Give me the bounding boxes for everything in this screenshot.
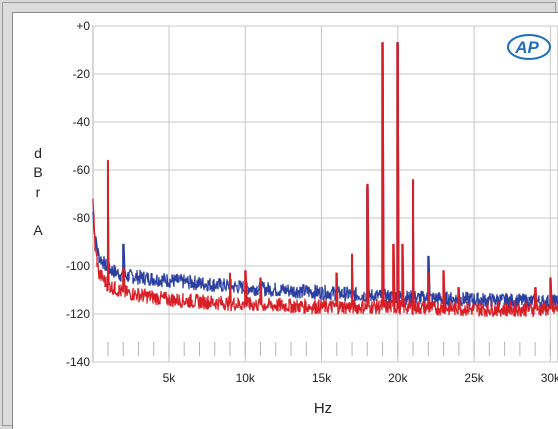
traces [92, 42, 558, 318]
x-axis-label: Hz [314, 400, 332, 417]
y-tick-label: -60 [73, 163, 91, 177]
svg-text:AP: AP [514, 38, 539, 57]
x-tick-label: 25k [464, 371, 484, 385]
y-tick-label: -80 [73, 211, 91, 225]
x-tick-label: 20k [388, 371, 408, 385]
y-tick-label: -140 [66, 355, 90, 369]
series-trace [92, 42, 558, 318]
y-tick-label: -100 [66, 259, 90, 273]
x-tick-label: 10k [236, 371, 256, 385]
y-tick-labels: +0 -20 -40 -60 -80 -100 -120 -140 [66, 19, 90, 369]
y-axis-label-char: r [36, 184, 41, 200]
y-tick-label: -20 [73, 67, 91, 81]
x-tick-label: 30k [541, 371, 558, 385]
ap-logo: AP [507, 34, 551, 60]
x-tick-label: 5k [163, 371, 177, 385]
x-tick-labels: 5k 10k 15k 20k 25k 30k [163, 371, 558, 385]
y-axis-label-char: B [33, 164, 42, 180]
y-tick-label: -120 [66, 307, 90, 321]
y-axis-label-char: d [34, 145, 42, 161]
y-axis-label: dBr A [33, 145, 43, 238]
y-tick-label: +0 [76, 19, 90, 33]
y-tick-label: -40 [73, 115, 91, 129]
x-tick-label: 15k [312, 371, 332, 385]
minor-tick-ruler [107, 342, 551, 356]
y-axis-label-char: A [33, 222, 43, 238]
